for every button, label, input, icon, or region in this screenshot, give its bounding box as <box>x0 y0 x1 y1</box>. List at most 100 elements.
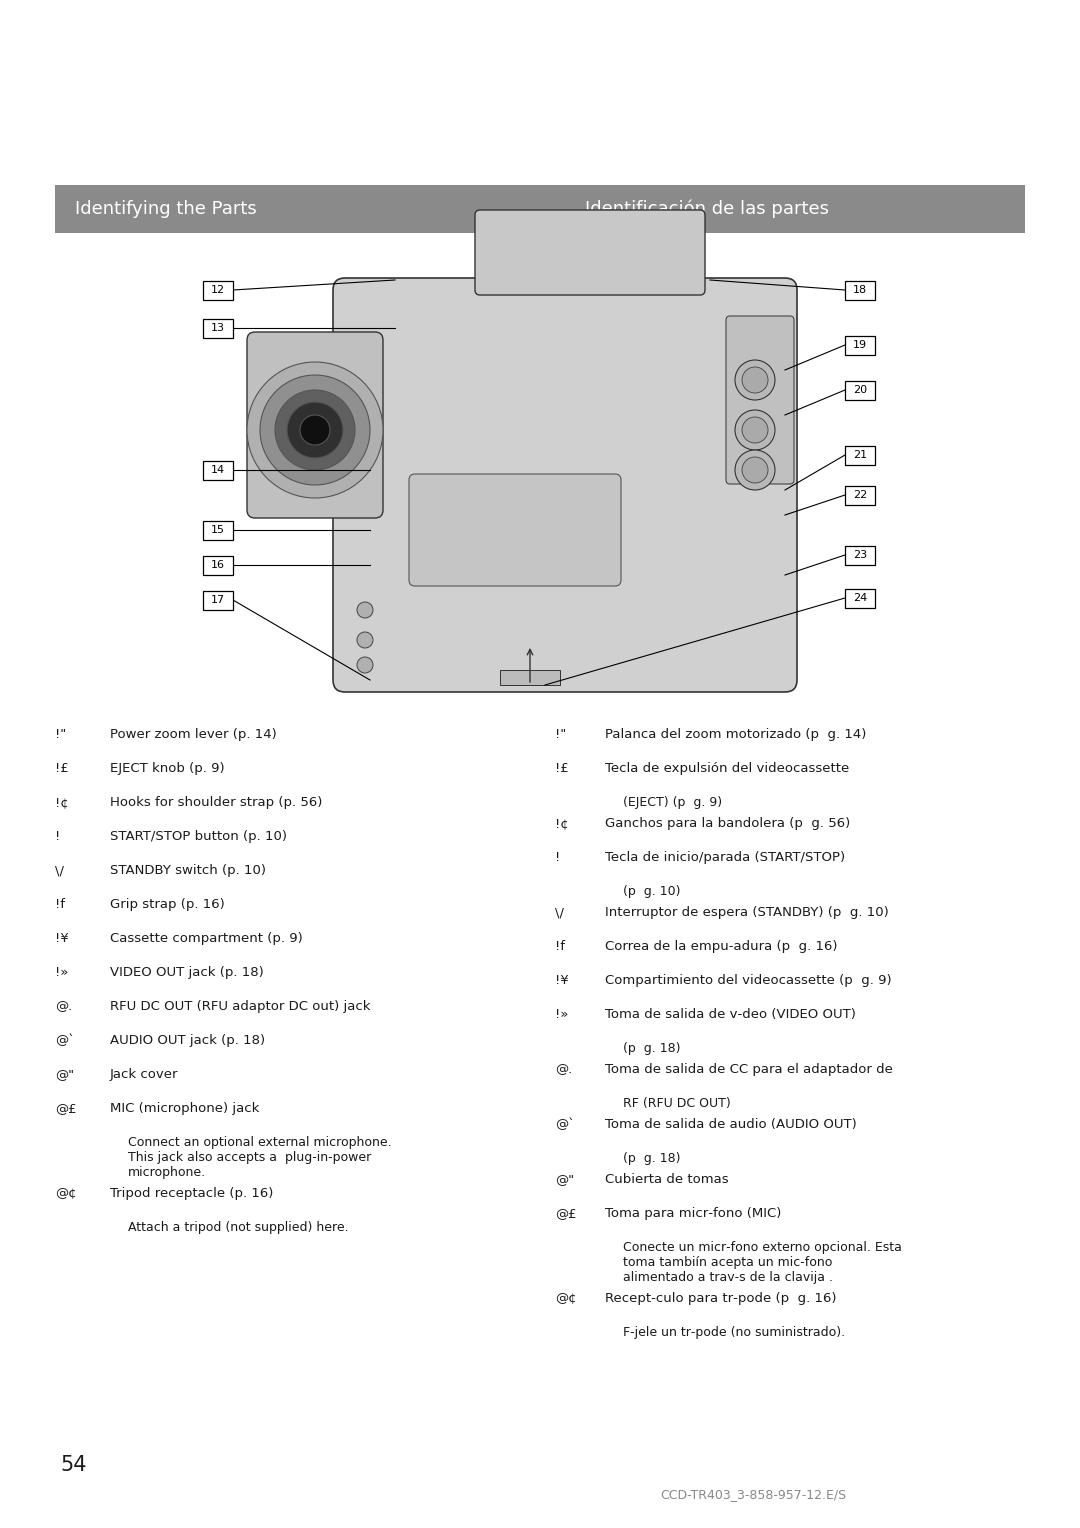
Text: 54: 54 <box>60 1455 86 1475</box>
Text: (p  g. 18): (p g. 18) <box>623 1152 680 1164</box>
Bar <box>500 669 561 685</box>
Text: 23: 23 <box>853 550 867 559</box>
Text: \/: \/ <box>55 863 64 877</box>
Circle shape <box>742 457 768 483</box>
Bar <box>845 336 875 354</box>
Text: This jack also accepts a  plug-in-power: This jack also accepts a plug-in-power <box>129 1151 372 1164</box>
Text: AUDIO OUT jack (p. 18): AUDIO OUT jack (p. 18) <box>110 1034 265 1047</box>
Circle shape <box>357 633 373 648</box>
Text: CCD-TR403_3-858-957-12.E/S: CCD-TR403_3-858-957-12.E/S <box>660 1488 846 1500</box>
Text: @`: @` <box>555 1118 575 1131</box>
Text: Toma para micr­fono (MIC): Toma para micr­fono (MIC) <box>605 1207 781 1219</box>
Bar <box>845 545 875 564</box>
Text: EJECT knob (p. 9): EJECT knob (p. 9) <box>110 762 225 775</box>
Bar <box>845 588 875 608</box>
Text: !¥: !¥ <box>55 932 69 944</box>
Text: @£: @£ <box>55 1102 77 1115</box>
Text: !¢: !¢ <box>555 817 569 830</box>
Text: STANDBY switch (p. 10): STANDBY switch (p. 10) <box>110 863 266 877</box>
Text: @.: @. <box>55 999 72 1013</box>
Circle shape <box>735 410 775 451</box>
Text: 12: 12 <box>211 286 225 295</box>
Text: !f: !f <box>555 940 565 953</box>
Text: Power zoom lever (p. 14): Power zoom lever (p. 14) <box>110 727 276 741</box>
Circle shape <box>287 402 343 458</box>
Text: Toma de salida de audio (AUDIO OUT): Toma de salida de audio (AUDIO OUT) <box>605 1118 856 1131</box>
Circle shape <box>742 367 768 393</box>
Text: 17: 17 <box>211 594 225 605</box>
FancyBboxPatch shape <box>333 278 797 692</box>
Text: @£: @£ <box>555 1207 577 1219</box>
Text: @¢: @¢ <box>55 1187 77 1199</box>
Text: Tecla de inicio/parada (START/STOP): Tecla de inicio/parada (START/STOP) <box>605 851 846 863</box>
Text: Connect an optional external microphone.: Connect an optional external microphone. <box>129 1135 392 1149</box>
Text: (p  g. 18): (p g. 18) <box>623 1042 680 1054</box>
Text: !£: !£ <box>555 762 569 775</box>
Circle shape <box>247 362 383 498</box>
Text: @¢: @¢ <box>555 1293 577 1305</box>
Text: alimentado a trav­s de la clavija .: alimentado a trav­s de la clavija . <box>623 1271 833 1284</box>
Text: !: ! <box>55 830 60 843</box>
Text: !¢: !¢ <box>55 796 69 808</box>
Text: Correa de la empu­adura (p  g. 16): Correa de la empu­adura (p g. 16) <box>605 940 837 953</box>
Text: @": @" <box>555 1174 575 1186</box>
Text: !»: !» <box>555 1008 568 1021</box>
Text: Interruptor de espera (STANDBY) (p  g. 10): Interruptor de espera (STANDBY) (p g. 10… <box>605 906 889 918</box>
Bar <box>203 281 233 299</box>
Text: @`: @` <box>55 1034 75 1047</box>
Text: Hooks for shoulder strap (p. 56): Hooks for shoulder strap (p. 56) <box>110 796 322 808</box>
Bar <box>203 556 233 575</box>
Text: F­jele un tr­pode (no suministrado).: F­jele un tr­pode (no suministrado). <box>623 1326 846 1339</box>
Bar <box>845 380 875 399</box>
Text: Attach a tripod (not supplied) here.: Attach a tripod (not supplied) here. <box>129 1221 349 1235</box>
Text: MIC (microphone) jack: MIC (microphone) jack <box>110 1102 259 1115</box>
Text: !¥: !¥ <box>555 973 569 987</box>
FancyBboxPatch shape <box>475 209 705 295</box>
Text: toma tambiín acepta un mic­fono: toma tambiín acepta un mic­fono <box>623 1256 833 1268</box>
Text: \/: \/ <box>555 906 564 918</box>
Text: !£: !£ <box>55 762 69 775</box>
Text: Tripod receptacle (p. 16): Tripod receptacle (p. 16) <box>110 1187 273 1199</box>
Text: 21: 21 <box>853 451 867 460</box>
Text: Grip strap (p. 16): Grip strap (p. 16) <box>110 898 225 911</box>
Bar <box>203 590 233 610</box>
Circle shape <box>735 361 775 400</box>
Text: 13: 13 <box>211 322 225 333</box>
Text: Cubierta de tomas: Cubierta de tomas <box>605 1174 729 1186</box>
Text: RFU DC OUT (RFU adaptor DC out) jack: RFU DC OUT (RFU adaptor DC out) jack <box>110 999 370 1013</box>
Circle shape <box>300 416 330 445</box>
Text: @": @" <box>55 1068 75 1080</box>
Text: 24: 24 <box>853 593 867 604</box>
Text: !»: !» <box>55 966 68 979</box>
Text: 22: 22 <box>853 490 867 500</box>
Bar <box>845 281 875 299</box>
Bar <box>845 486 875 504</box>
Text: Conecte un micr­fono externo opcional. Esta: Conecte un micr­fono externo opcional. E… <box>623 1241 902 1254</box>
Text: VIDEO OUT jack (p. 18): VIDEO OUT jack (p. 18) <box>110 966 264 979</box>
Text: Recept­culo para tr­pode (p  g. 16): Recept­culo para tr­pode (p g. 16) <box>605 1293 837 1305</box>
Text: 16: 16 <box>211 559 225 570</box>
Text: 20: 20 <box>853 385 867 396</box>
FancyBboxPatch shape <box>409 474 621 587</box>
FancyBboxPatch shape <box>247 332 383 518</box>
Circle shape <box>742 417 768 443</box>
Text: 18: 18 <box>853 286 867 295</box>
FancyBboxPatch shape <box>726 316 794 484</box>
Text: @.: @. <box>555 1063 572 1076</box>
Text: Toma de salida de v­deo (VIDEO OUT): Toma de salida de v­deo (VIDEO OUT) <box>605 1008 855 1021</box>
Bar <box>203 460 233 480</box>
Text: Palanca del zoom motorizado (p  g. 14): Palanca del zoom motorizado (p g. 14) <box>605 727 866 741</box>
Bar <box>203 521 233 539</box>
Text: (EJECT) (p  g. 9): (EJECT) (p g. 9) <box>623 796 723 808</box>
Text: !f: !f <box>55 898 65 911</box>
Text: Identifying the Parts: Identifying the Parts <box>75 200 257 219</box>
Text: 15: 15 <box>211 526 225 535</box>
Text: !": !" <box>555 727 566 741</box>
Circle shape <box>735 451 775 490</box>
Bar <box>203 318 233 338</box>
Text: !": !" <box>55 727 66 741</box>
Text: Identificación de las partes: Identificación de las partes <box>585 200 829 219</box>
Text: Cassette compartment (p. 9): Cassette compartment (p. 9) <box>110 932 302 944</box>
Text: Jack cover: Jack cover <box>110 1068 178 1080</box>
Text: !: ! <box>555 851 561 863</box>
